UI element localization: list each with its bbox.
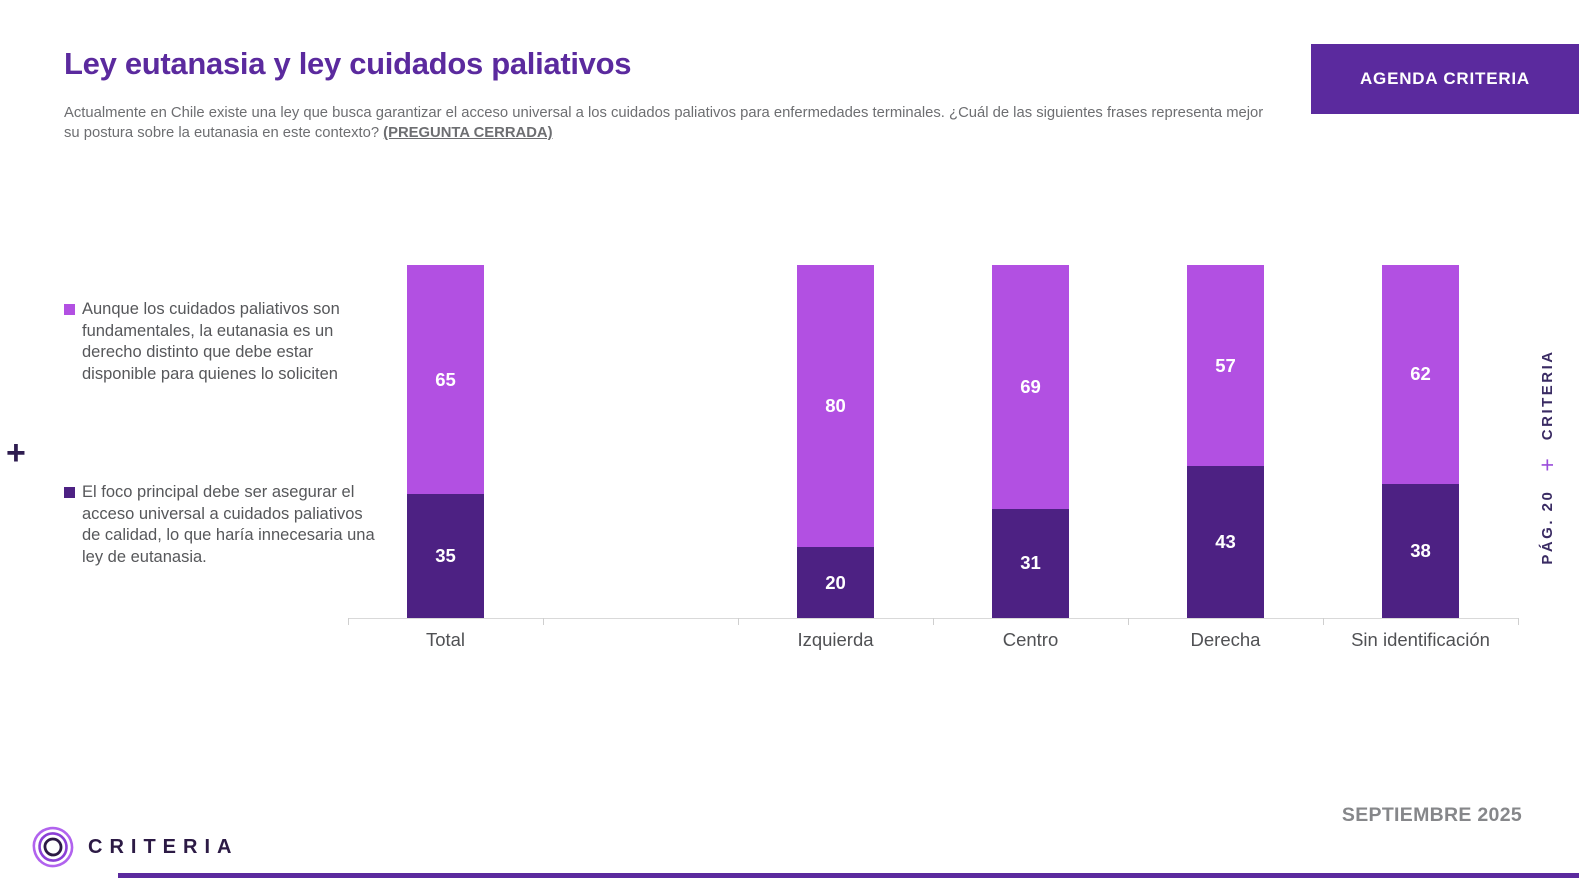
- legend-swatch-dark-purple: [64, 487, 75, 498]
- page-number-vertical: PÁG. 20: [1538, 489, 1556, 565]
- value-label: 20: [825, 571, 846, 593]
- legend-item-paliativos: El foco principal debe ser asegurar el a…: [64, 482, 376, 568]
- plus-icon-vertical: +: [1533, 458, 1560, 472]
- subtitle-text: Actualmente en Chile existe una ley que …: [64, 105, 1264, 141]
- category-label: Centro: [1002, 629, 1059, 650]
- axis-tick: [738, 618, 739, 625]
- bar-segment-bottom: 38: [1382, 483, 1459, 618]
- value-label: 35: [435, 545, 456, 567]
- bar-segment-top: 69: [992, 265, 1069, 509]
- legend-swatch-light-purple: [64, 304, 75, 315]
- value-label: 69: [1020, 375, 1041, 397]
- bottom-accent-bar: [118, 873, 1579, 878]
- value-label: 38: [1410, 539, 1431, 561]
- category-label: Izquierda: [797, 629, 874, 650]
- axis-tick: [1128, 618, 1129, 625]
- value-label: 43: [1215, 531, 1236, 553]
- legend-label: El foco principal debe ser asegurar el a…: [82, 483, 375, 566]
- vertical-sidebar-text: PÁG. 20 + CRITERIA: [1530, 307, 1564, 607]
- page-subtitle: Actualmente en Chile existe una ley que …: [64, 104, 1269, 144]
- axis-tick: [933, 618, 934, 625]
- category-label: Total: [425, 629, 466, 650]
- category-label: Derecha: [1190, 629, 1261, 650]
- value-label: 31: [1020, 552, 1041, 574]
- bar-segment-bottom: 43: [1187, 466, 1264, 618]
- question-type-tag: (PREGUNTA CERRADA): [383, 124, 553, 141]
- value-label: 65: [435, 368, 456, 390]
- category-label: Sin identificación: [1351, 629, 1490, 650]
- bar-segment-bottom: 35: [407, 494, 484, 618]
- bar-segment-top: 57: [1187, 265, 1264, 467]
- bar-segment-bottom: 20: [797, 547, 874, 618]
- value-label: 57: [1215, 354, 1236, 376]
- axis-tick: [348, 618, 349, 625]
- footer-logo: CRITERIA: [30, 824, 238, 870]
- bar-segment-top: 62: [1382, 265, 1459, 484]
- report-date: SEPTIEMBRE 2025: [1341, 804, 1522, 826]
- axis-tick: [1323, 618, 1324, 625]
- axis-tick: [1518, 618, 1519, 625]
- value-label: 80: [825, 395, 846, 417]
- value-label: 62: [1410, 363, 1431, 385]
- criteria-logo-icon: [32, 826, 74, 868]
- plus-decoration-left: +: [6, 434, 26, 472]
- criteria-logo-text: CRITERIA: [88, 835, 239, 858]
- bar-segment-top: 80: [797, 265, 874, 548]
- legend-label: Aunque los cuidados paliativos son funda…: [82, 300, 340, 383]
- legend-item-eutanasia: Aunque los cuidados paliativos son funda…: [64, 299, 376, 385]
- bar-segment-top: 65: [407, 265, 484, 495]
- bar-segment-bottom: 31: [992, 508, 1069, 618]
- axis-tick: [543, 618, 544, 625]
- agenda-criteria-badge: AGENDA CRITERIA: [1311, 44, 1579, 114]
- criteria-wordmark-vertical: CRITERIA: [1538, 349, 1556, 441]
- page-title: Ley eutanasia y ley cuidados paliativos: [64, 46, 632, 81]
